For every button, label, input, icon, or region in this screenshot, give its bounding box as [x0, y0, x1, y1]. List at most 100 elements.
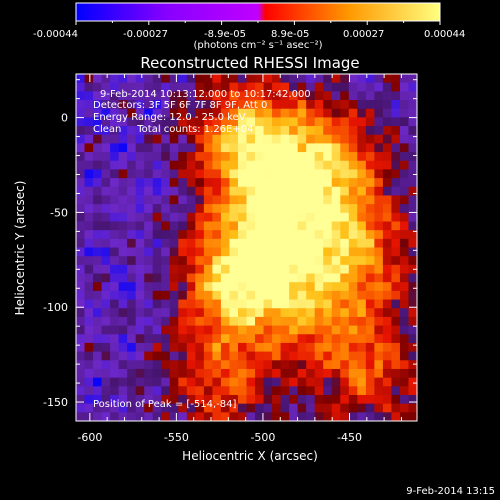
- heatmap-cell: [144, 108, 154, 118]
- heatmap-cell: [272, 394, 282, 405]
- heatmap-cell: [357, 351, 367, 361]
- colorbar-tick-label: 0.00027: [343, 29, 384, 40]
- heatmap-cell: [118, 100, 128, 110]
- heatmap-cell: [331, 290, 341, 301]
- heatmap-cell: [246, 316, 256, 327]
- heatmap-cell: [348, 256, 358, 266]
- heatmap-cell: [93, 386, 103, 396]
- heatmap-cell: [169, 334, 179, 344]
- colorbar-ticks: [75, 21, 441, 25]
- heatmap-cell: [178, 91, 188, 101]
- heatmap-cell: [195, 360, 205, 370]
- heatmap-cell: [357, 394, 367, 405]
- heatmap-cell: [331, 100, 341, 110]
- heatmap-cell: [399, 143, 410, 153]
- heatmap-cell: [323, 273, 333, 283]
- heatmap-cell: [237, 334, 248, 344]
- heatmap-cell: [306, 386, 316, 396]
- heatmap-cell: [76, 334, 86, 344]
- heatmap-cell: [186, 308, 196, 318]
- heatmap-cell: [255, 143, 265, 153]
- heatmap-cell: [289, 273, 299, 283]
- heatmap-cell: [306, 299, 316, 309]
- heatmap-cell: [84, 299, 94, 309]
- heatmap-cell: [306, 230, 316, 240]
- heatmap-cell: [289, 264, 299, 275]
- heatmap-cell: [255, 386, 265, 396]
- heatmap-cell: [220, 82, 231, 92]
- heatmap-cell: [382, 386, 393, 396]
- heatmap-cell: [399, 195, 410, 205]
- heatmap-cell: [186, 204, 196, 214]
- heatmap-cell: [408, 230, 417, 240]
- heatmap-cell: [246, 412, 256, 421]
- heatmap-cell: [186, 412, 196, 421]
- heatmap-cell: [76, 264, 86, 275]
- heatmap-cell: [357, 342, 367, 353]
- heatmap-cell: [110, 299, 120, 309]
- heatmap-cell: [110, 100, 120, 110]
- heatmap-cell: [237, 282, 248, 292]
- heatmap-cell: [323, 334, 333, 344]
- heatmap-cell: [93, 316, 103, 327]
- heatmap-cell: [161, 108, 171, 118]
- heatmap-cell: [135, 377, 145, 387]
- heatmap-cell: [135, 195, 145, 205]
- heatmap-cell: [203, 230, 214, 240]
- heatmap-cell: [323, 316, 333, 327]
- heatmap-cell: [161, 256, 171, 266]
- heatmap-cell: [246, 108, 256, 118]
- heatmap-cell: [323, 342, 333, 353]
- heatmap-cell: [237, 91, 248, 101]
- heatmap-cell: [297, 82, 307, 92]
- heatmap-cell: [127, 100, 137, 110]
- heatmap-cell: [357, 334, 367, 344]
- heatmap-cell: [229, 264, 239, 275]
- heatmap-cell: [365, 290, 375, 301]
- heatmap-cell: [272, 186, 282, 197]
- heatmap-cell: [161, 282, 171, 292]
- heatmap-cell: [331, 230, 341, 240]
- heatmap-cell: [348, 143, 358, 153]
- heatmap-cell: [135, 282, 145, 292]
- heatmap-cell: [229, 74, 239, 84]
- heatmap-cell: [195, 74, 205, 84]
- heatmap-cell: [229, 247, 239, 257]
- heatmap-cell: [101, 264, 111, 275]
- heatmap-cell: [93, 368, 103, 379]
- heatmap-cell: [84, 143, 94, 153]
- heatmap-cell: [289, 100, 299, 110]
- heatmap-cell: [323, 325, 333, 335]
- heatmap-cell: [382, 195, 393, 205]
- heatmap-cell: [331, 195, 341, 205]
- heatmap-cell: [237, 351, 248, 361]
- heatmap-cell: [314, 316, 324, 327]
- heatmap-cell: [144, 126, 154, 136]
- heatmap-cell: [212, 178, 222, 188]
- heatmap-cell: [399, 100, 410, 110]
- heatmap-cell: [118, 256, 128, 266]
- heatmap-cell: [272, 316, 282, 327]
- heatmap-cell: [195, 325, 205, 335]
- heatmap-cell: [331, 169, 341, 179]
- heatmap-cell: [110, 308, 120, 318]
- y-tick-label: -50: [50, 206, 68, 219]
- heatmap-cell: [152, 126, 162, 136]
- heatmap-cell: [144, 186, 154, 197]
- heatmap-cell: [186, 143, 196, 153]
- heatmap-cell: [152, 74, 162, 84]
- heatmap-cell: [255, 195, 265, 205]
- heatmap-cell: [246, 325, 256, 335]
- heatmap-cell: [382, 334, 393, 344]
- heatmap-cell: [365, 160, 375, 171]
- heatmap-cell: [212, 195, 222, 205]
- heatmap-cell: [93, 394, 103, 405]
- heatmap-cell: [144, 412, 154, 421]
- heatmap-cell: [408, 256, 417, 266]
- heatmap-cell: [135, 316, 145, 327]
- heatmap-cell: [237, 403, 248, 413]
- heatmap-cell: [84, 403, 94, 413]
- heatmap-cell: [331, 325, 341, 335]
- heatmap-cell: [195, 230, 205, 240]
- heatmap-cell: [314, 273, 324, 283]
